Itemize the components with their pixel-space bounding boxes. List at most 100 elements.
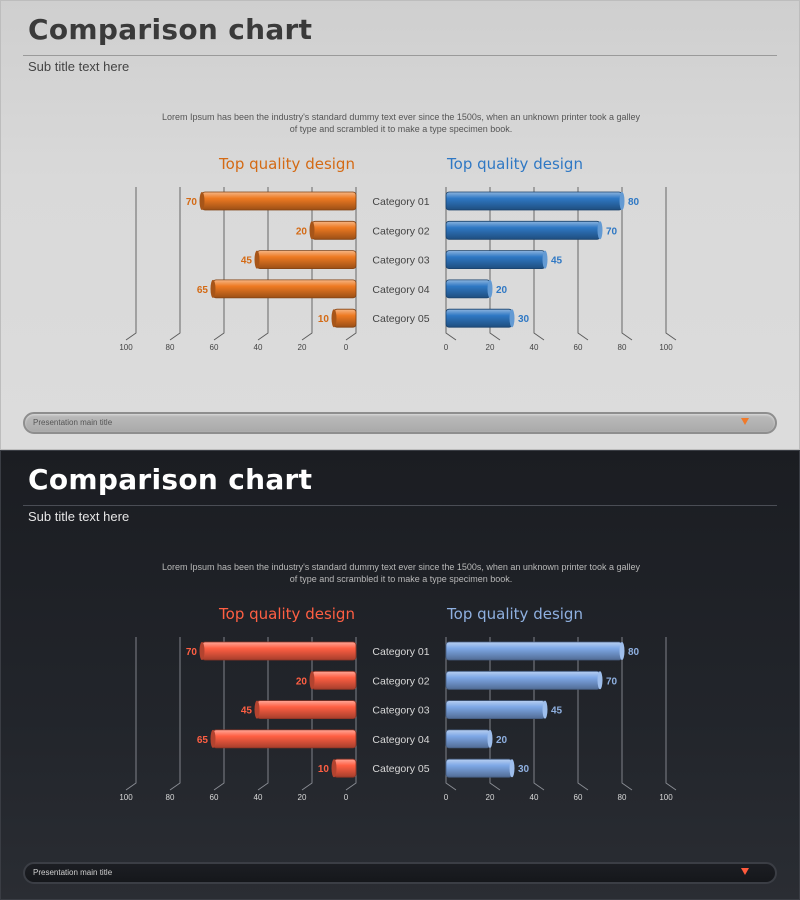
right-bar-cap (542, 250, 548, 269)
left-gridline (257, 637, 269, 791)
right-value-label: 20 (496, 285, 508, 296)
right-value-label: 80 (628, 647, 640, 658)
right-gridline (621, 637, 633, 791)
right-tick-label: 0 (444, 343, 449, 352)
left-bar-cap (254, 700, 260, 719)
presentation-dropdown[interactable]: Presentation main title (23, 862, 777, 884)
category-label: Category 02 (372, 675, 429, 687)
left-tick-label: 40 (254, 793, 263, 802)
left-series-title: Top quality design (218, 155, 355, 173)
right-bar-cap (619, 192, 625, 210)
right-value-label: 45 (551, 706, 563, 717)
right-bar (445, 641, 623, 661)
right-bar (445, 758, 513, 778)
left-value-label: 45 (241, 256, 253, 267)
right-tick-label: 100 (659, 793, 673, 802)
right-tick-label: 100 (659, 343, 673, 352)
right-bar-cap (487, 729, 493, 748)
description-text: Lorem Ipsum has been the industry's stan… (162, 112, 640, 134)
right-bar-cap (597, 221, 603, 240)
category-label: Category 05 (372, 763, 429, 775)
comparison-chart: 100 80 60 40 20 0 0 20 40 60 80 100 Top quality desi… (119, 155, 677, 352)
category-label: Category 03 (372, 705, 429, 717)
left-value-label: 70 (186, 647, 198, 658)
presentation-dropdown[interactable]: Presentation main title (23, 412, 777, 434)
right-bar (445, 700, 546, 720)
presentation-dropdown-label: Presentation main title (33, 868, 113, 877)
left-bar-cap (331, 759, 337, 778)
left-gridline (169, 187, 181, 341)
right-bar (445, 220, 601, 240)
right-bar (445, 279, 491, 299)
left-bar (212, 279, 357, 299)
right-bar-cap (509, 309, 515, 328)
page-subtitle: Sub title text here (28, 59, 130, 74)
title-divider (23, 55, 777, 56)
light-slide: Comparison chart Sub title text here Lor… (0, 0, 800, 450)
right-value-label: 30 (518, 314, 530, 325)
category-label: Category 04 (372, 734, 429, 746)
left-gridline (213, 187, 225, 341)
left-tick-label: 80 (166, 793, 175, 802)
left-value-label: 20 (296, 226, 308, 237)
right-bar (445, 729, 491, 749)
left-tick-label: 40 (254, 343, 263, 352)
left-gridline (125, 637, 137, 791)
chevron-down-icon[interactable] (741, 868, 749, 875)
left-value-label: 10 (318, 764, 330, 775)
left-bar-cap (309, 221, 315, 240)
right-tick-label: 20 (486, 793, 495, 802)
description-text: Lorem Ipsum has been the industry's stan… (162, 562, 640, 584)
left-tick-label: 80 (166, 343, 175, 352)
left-gridline (125, 187, 137, 341)
left-bar-cap (254, 250, 260, 269)
right-series-title: Top quality design (446, 605, 583, 623)
right-value-label: 70 (606, 676, 618, 687)
chevron-down-icon[interactable] (741, 418, 749, 425)
right-bar-cap (487, 279, 493, 298)
right-series-title: Top quality design (446, 155, 583, 173)
category-label: Category 01 (372, 646, 429, 658)
right-bar (445, 250, 546, 270)
left-gridline (169, 637, 181, 791)
right-value-label: 70 (606, 226, 618, 237)
left-bar (201, 641, 357, 661)
right-bar-cap (509, 759, 515, 778)
right-value-label: 80 (628, 197, 640, 208)
left-value-label: 65 (197, 285, 209, 296)
right-bar (445, 670, 601, 690)
right-tick-label: 40 (530, 793, 539, 802)
left-bar (256, 250, 357, 270)
left-bar (333, 308, 357, 328)
left-value-label: 20 (296, 676, 308, 687)
left-bar-cap (309, 671, 315, 690)
page-title: Comparison chart (28, 13, 313, 46)
left-tick-label: 60 (210, 793, 219, 802)
right-value-label: 45 (551, 256, 563, 267)
left-gridline (257, 187, 269, 341)
left-series-title: Top quality design (218, 605, 355, 623)
category-label: Category 03 (372, 255, 429, 267)
right-tick-label: 60 (574, 793, 583, 802)
left-gridline (213, 637, 225, 791)
right-bar (445, 308, 513, 328)
category-label: Category 04 (372, 284, 429, 296)
right-gridline (665, 637, 677, 791)
left-value-label: 45 (241, 706, 253, 717)
left-value-label: 10 (318, 314, 330, 325)
left-tick-label: 100 (119, 343, 133, 352)
right-bar-cap (597, 671, 603, 690)
category-label: Category 05 (372, 313, 429, 325)
left-bar (201, 191, 357, 211)
left-tick-label: 0 (344, 343, 349, 352)
right-gridline (621, 187, 633, 341)
presentation-dropdown-label: Presentation main title (33, 418, 113, 427)
right-gridline (665, 187, 677, 341)
left-bar-cap (331, 309, 337, 328)
left-tick-label: 0 (344, 793, 349, 802)
left-bar (333, 758, 357, 778)
page-subtitle: Sub title text here (28, 509, 130, 524)
left-bar (311, 220, 357, 240)
title-divider (23, 505, 777, 506)
left-tick-label: 20 (298, 793, 307, 802)
